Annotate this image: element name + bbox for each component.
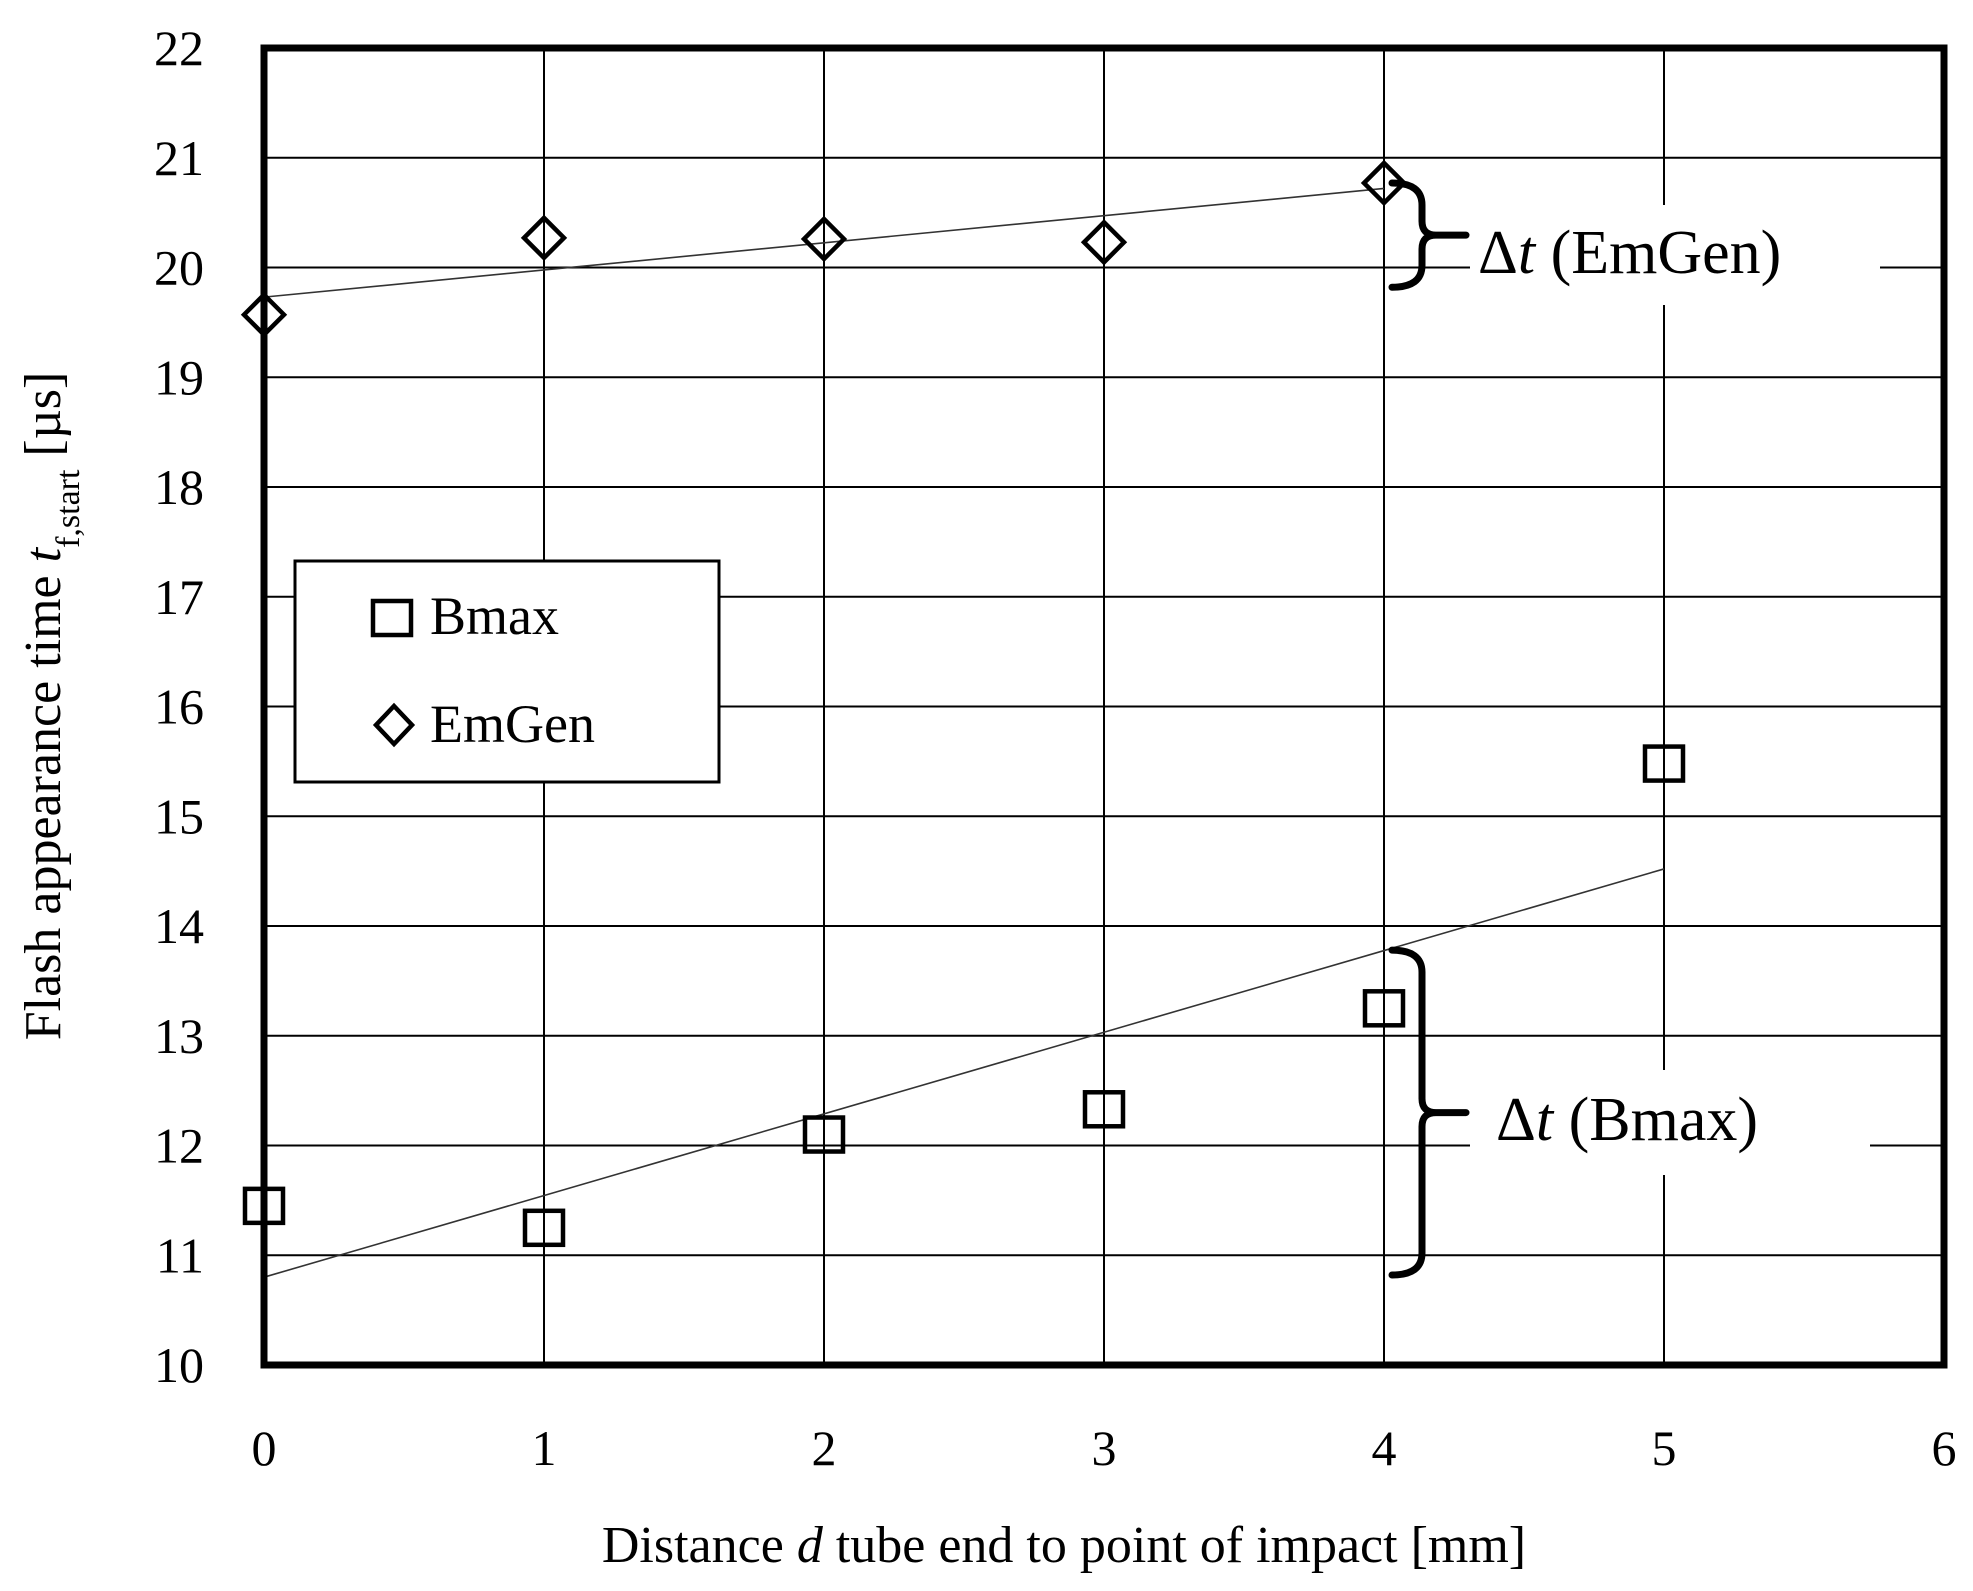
bmax-point-4 bbox=[1362, 989, 1406, 1028]
x-axis-title: Distance d tube end to point of impact [… bbox=[602, 1517, 1526, 1574]
annotation-emgen-label: Δt (EmGen) bbox=[1478, 219, 1781, 287]
annotations: Δt (EmGen) Δt (Bmax) bbox=[1388, 179, 1880, 1279]
legend-box bbox=[293, 559, 721, 784]
y-tick-label-19: 19 bbox=[154, 349, 204, 405]
y-tick-label-16: 16 bbox=[154, 679, 204, 735]
x-tick-label-4: 4 bbox=[1372, 1420, 1397, 1476]
x-tick-label-5: 5 bbox=[1652, 1420, 1677, 1476]
legend: Bmax EmGen bbox=[293, 559, 721, 784]
legend-square-icon bbox=[370, 598, 414, 638]
trendline-bmax bbox=[263, 868, 1665, 1278]
y-tick-label-12: 12 bbox=[154, 1118, 204, 1174]
x-tick-label-2: 2 bbox=[812, 1420, 837, 1476]
bmax-point-3 bbox=[1082, 1090, 1126, 1129]
legend-label-bmax: Bmax bbox=[430, 586, 559, 646]
y-tick-label-10: 10 bbox=[154, 1337, 204, 1393]
annotation-bmax-label: Δt (Bmax) bbox=[1496, 1086, 1758, 1154]
emgen-point-2 bbox=[800, 215, 848, 263]
emgen-point-3 bbox=[1080, 219, 1128, 266]
x-tick-label-3: 3 bbox=[1092, 1420, 1117, 1476]
y-tick-label-13: 13 bbox=[154, 1008, 204, 1064]
annotation-brace-0 bbox=[1388, 179, 1470, 291]
annotation-emgen-background bbox=[1470, 205, 1880, 305]
emgen-point-1 bbox=[520, 214, 568, 262]
data-points bbox=[240, 159, 1686, 1248]
y-tick-label-11: 11 bbox=[156, 1227, 204, 1283]
y-tick-label-14: 14 bbox=[154, 898, 204, 954]
annotation-brace-1 bbox=[1388, 946, 1470, 1279]
bmax-point-2 bbox=[802, 1115, 846, 1154]
x-tick-label-6: 6 bbox=[1932, 1420, 1957, 1476]
legend-diamond-icon bbox=[372, 702, 416, 748]
plot-frame bbox=[260, 44, 1948, 1369]
y-tick-label-21: 21 bbox=[154, 130, 204, 186]
y-axis-title: Flash appearance time tf,start [µs] bbox=[15, 372, 87, 1041]
y-tick-label-17: 17 bbox=[154, 569, 204, 625]
bmax-point-5 bbox=[1642, 744, 1686, 783]
y-tick-label-22: 22 bbox=[154, 20, 204, 76]
annotation-bmax-background bbox=[1470, 1070, 1870, 1175]
y-tick-label-20: 20 bbox=[154, 240, 204, 296]
emgen-point-4 bbox=[1360, 159, 1408, 207]
x-tick-label-0: 0 bbox=[252, 1420, 277, 1476]
bmax-point-1 bbox=[522, 1208, 566, 1248]
legend-label-emgen: EmGen bbox=[430, 694, 595, 754]
y-tick-label-18: 18 bbox=[154, 459, 204, 515]
x-tick-label-1: 1 bbox=[532, 1420, 557, 1476]
trendline-emgen bbox=[263, 187, 1385, 298]
y-tick-label-15: 15 bbox=[154, 788, 204, 844]
trendlines bbox=[263, 187, 1665, 1278]
